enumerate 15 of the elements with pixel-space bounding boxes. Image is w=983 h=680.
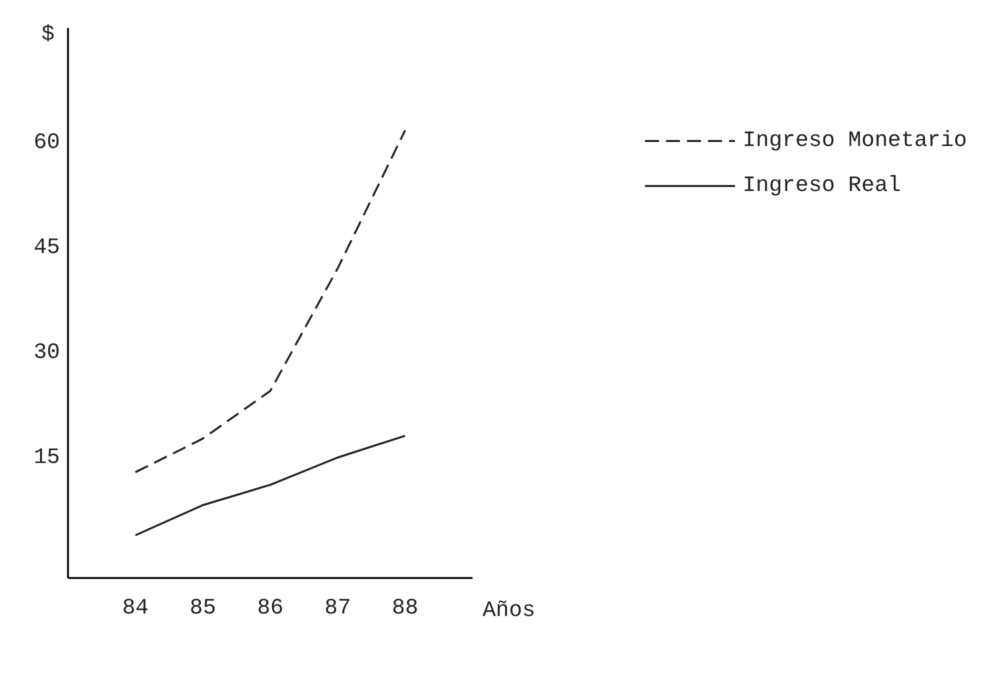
line-series bbox=[134, 434, 406, 536]
y-tick-label: 15 bbox=[34, 445, 60, 470]
legend-label: Ingreso Monetario bbox=[742, 128, 967, 153]
x-tick-label: 84 bbox=[122, 596, 149, 621]
line-series bbox=[134, 129, 406, 474]
x-tick-label: 85 bbox=[190, 596, 216, 621]
x-axis-title: Años bbox=[482, 598, 536, 623]
y-tick-label: 60 bbox=[34, 130, 60, 155]
legend-label: Ingreso Real bbox=[742, 173, 901, 198]
y-axis-title: $ bbox=[41, 22, 55, 47]
x-tick-label: 87 bbox=[324, 596, 351, 621]
y-tick-label: 30 bbox=[34, 340, 60, 366]
y-tick-label: 45 bbox=[34, 235, 60, 260]
x-tick-label: 88 bbox=[392, 596, 418, 621]
x-tick-label: 86 bbox=[257, 596, 284, 621]
